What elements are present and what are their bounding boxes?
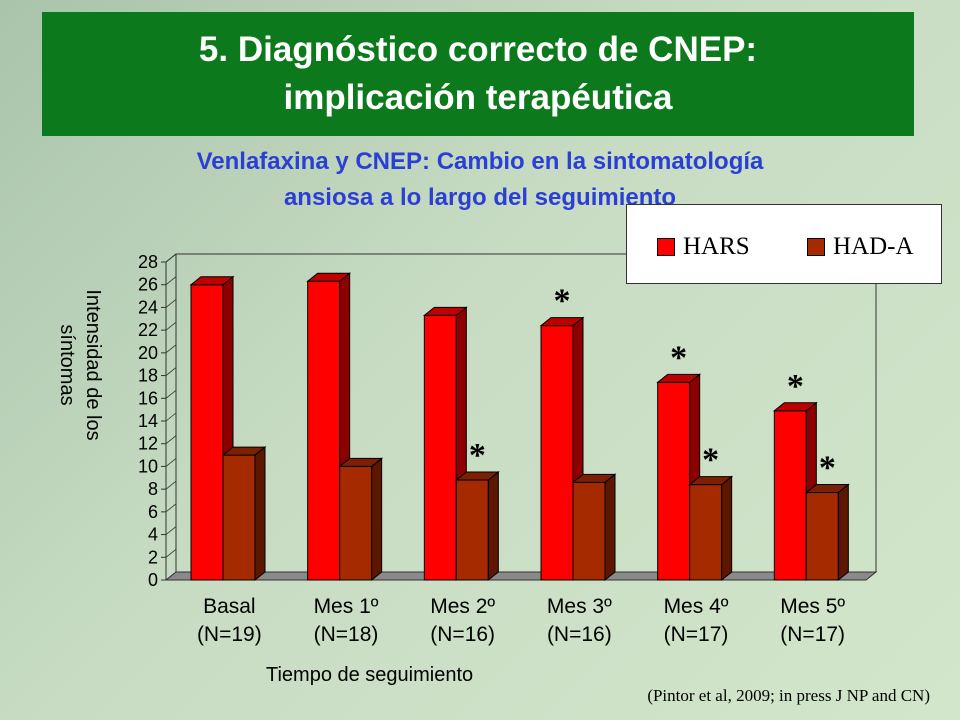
y-tick-label: 6: [148, 502, 158, 522]
bar-hada-top: [804, 484, 850, 494]
x-tick-label-n: (N=16): [430, 623, 495, 646]
title-banner: 5. Diagnóstico correcto de CNEP: implica…: [42, 12, 914, 136]
bar-hada-top: [688, 476, 734, 486]
significance-asterisk: *: [702, 442, 719, 479]
x-tick-label-n: (N=18): [314, 623, 379, 646]
y-tick-depth: [165, 367, 177, 376]
y-tick-depth: [165, 276, 177, 286]
y-tick-label: 14: [138, 411, 158, 431]
y-tick-depth: [165, 253, 177, 263]
y-tick-label: 8: [148, 479, 158, 499]
y-tick-label: 28: [138, 252, 158, 272]
y-tick-label: 20: [138, 343, 158, 363]
legend-item-hars: HARS: [657, 233, 750, 261]
bar-hada-top: [571, 473, 617, 483]
y-tick-label: 24: [138, 297, 158, 317]
chart-subtitle: Venlafaxina y CNEP: Cambio en la sintoma…: [40, 144, 920, 216]
bar-hars: [307, 280, 341, 581]
y-tick-depth: [165, 321, 177, 331]
y-tick-depth: [165, 344, 177, 354]
y-tick-label: 18: [138, 366, 158, 386]
plot-floor: [164, 571, 878, 581]
y-tick-label: 22: [138, 320, 158, 340]
bar-hars-top: [772, 402, 818, 412]
bar-hars: [540, 325, 574, 581]
y-tick-depth: [165, 458, 177, 467]
y-axis-label-line-2: síntomas: [56, 324, 78, 406]
y-tick-depth: [165, 389, 177, 399]
y-tick-depth: [165, 571, 177, 581]
y-tick-depth: [165, 526, 177, 535]
x-axis-label: Tiempo de seguimiento: [266, 664, 474, 686]
source-citation: (Pintor et al, 2009; in press J NP and C…: [647, 686, 930, 705]
y-tick-label: 0: [148, 570, 158, 590]
bar-hada-side: [721, 475, 733, 582]
bar-hada: [339, 465, 373, 581]
bar-hars-top: [656, 373, 702, 383]
x-tick-label: Mes 1º: [314, 595, 379, 618]
bar-hars-top: [539, 317, 585, 327]
bar-hars: [657, 381, 691, 581]
significance-asterisk: *: [469, 437, 486, 474]
x-tick-label-n: (N=19): [197, 623, 262, 646]
y-tick-depth: [165, 503, 177, 513]
subtitle-line-2: ansiosa a lo largo del seguimiento: [283, 184, 677, 211]
bar-hada-side: [604, 473, 616, 582]
y-tick-depth: [165, 435, 177, 445]
bar-hada-side: [254, 446, 266, 582]
bar-hada-side: [371, 457, 383, 582]
bar-hada-side: [837, 483, 849, 582]
bar-hada-top: [454, 471, 500, 481]
bar-hada: [689, 484, 723, 581]
significance-asterisk: *: [670, 339, 687, 376]
y-tick-label: 4: [148, 525, 158, 545]
significance-asterisk: *: [787, 368, 804, 405]
y-axis-label: Intensidad de los síntomas: [46, 255, 106, 475]
plot-back-wall: [175, 253, 877, 573]
bar-hada-top: [338, 457, 384, 467]
y-tick-depth: [165, 299, 177, 308]
legend-swatch-hars: [657, 238, 675, 256]
y-tick-depth: [165, 412, 177, 422]
bar-hars: [423, 314, 457, 581]
title-line-1: 5. Diagnóstico correcto de CNEP:: [198, 30, 758, 69]
bar-hars: [190, 284, 224, 581]
legend-label-hada: HAD-A: [833, 233, 914, 260]
y-tick-label: 10: [138, 456, 158, 476]
y-tick-depth: [165, 548, 177, 558]
bar-hada: [572, 481, 606, 581]
legend-label-hars: HARS: [683, 233, 750, 260]
bar-hars-top: [422, 306, 468, 316]
legend-swatch-hada: [807, 238, 825, 256]
y-tick-depth: [165, 480, 177, 490]
title-line-2: implicación terapéutica: [283, 78, 673, 117]
x-tick-label: Basal: [203, 595, 256, 618]
bar-hars-top: [189, 276, 235, 286]
bar-hada: [805, 492, 839, 581]
legend-item-hada: HAD-A: [807, 233, 914, 261]
y-tick-label: 16: [138, 388, 158, 408]
x-tick-label: Mes 2º: [430, 595, 495, 618]
bar-hars-top: [306, 272, 352, 282]
bar-hada: [222, 454, 256, 581]
x-tick-label-n: (N=16): [547, 623, 612, 646]
x-tick-label-n: (N=17): [780, 623, 845, 646]
bar-hada-top: [221, 446, 267, 456]
y-tick-label: 26: [138, 275, 158, 295]
significance-asterisk: *: [554, 283, 571, 320]
x-tick-label: Mes 5º: [780, 595, 845, 618]
bar-hada: [455, 479, 489, 581]
bar-hada-side: [487, 471, 499, 582]
y-tick-label: 2: [148, 547, 158, 567]
legend: HARS HAD-A: [626, 204, 942, 284]
x-tick-label: Mes 3º: [547, 595, 612, 618]
significance-asterisk: *: [819, 450, 836, 487]
subtitle-line-1: Venlafaxina y CNEP: Cambio en la sintoma…: [196, 148, 764, 175]
x-tick-label-n: (N=17): [664, 623, 729, 646]
y-axis-label-line-1: Intensidad de los: [82, 289, 104, 441]
y-tick-label: 12: [138, 434, 158, 454]
bar-hars: [773, 410, 807, 581]
x-tick-label: Mes 4º: [664, 595, 729, 618]
